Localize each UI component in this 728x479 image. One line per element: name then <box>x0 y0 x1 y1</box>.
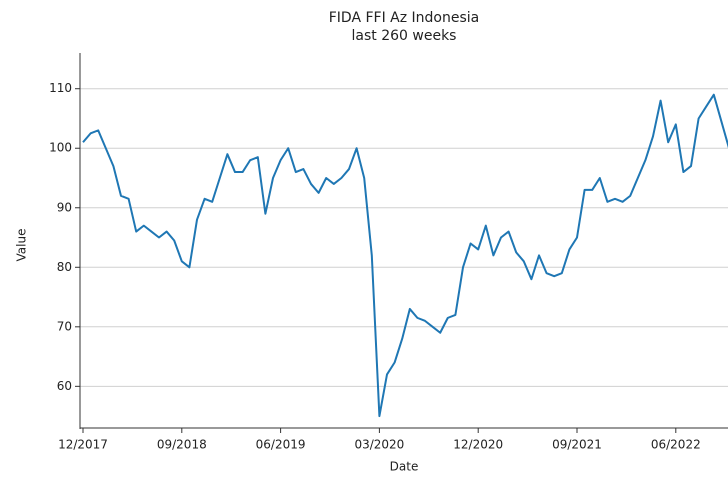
x-tick-label: 12/2017 <box>58 438 108 452</box>
data-line <box>82 93 728 418</box>
y-tick-label: 110 <box>49 81 72 95</box>
x-tick-label: 06/2019 <box>256 438 306 452</box>
chart-title: FIDA FFI Az Indonesia <box>329 10 480 26</box>
y-tick-label: 60 <box>57 379 72 393</box>
x-tick-label: 12/2020 <box>453 438 503 452</box>
y-tick-label: 70 <box>57 319 72 333</box>
x-axis-label: Date <box>390 460 419 474</box>
x-tick-label: 06/2022 <box>651 438 701 452</box>
x-tick-label: 09/2018 <box>157 438 207 452</box>
plot-area <box>80 88 728 418</box>
x-tick-label: 09/2021 <box>552 438 602 452</box>
y-axis-label: Value <box>15 229 29 262</box>
y-tick-label: 100 <box>49 141 72 155</box>
y-tick-label: 90 <box>57 200 72 214</box>
y-tick-label: 80 <box>57 260 72 274</box>
x-tick-label: 03/2020 <box>354 438 404 452</box>
chart-subtitle: last 260 weeks <box>352 28 457 44</box>
